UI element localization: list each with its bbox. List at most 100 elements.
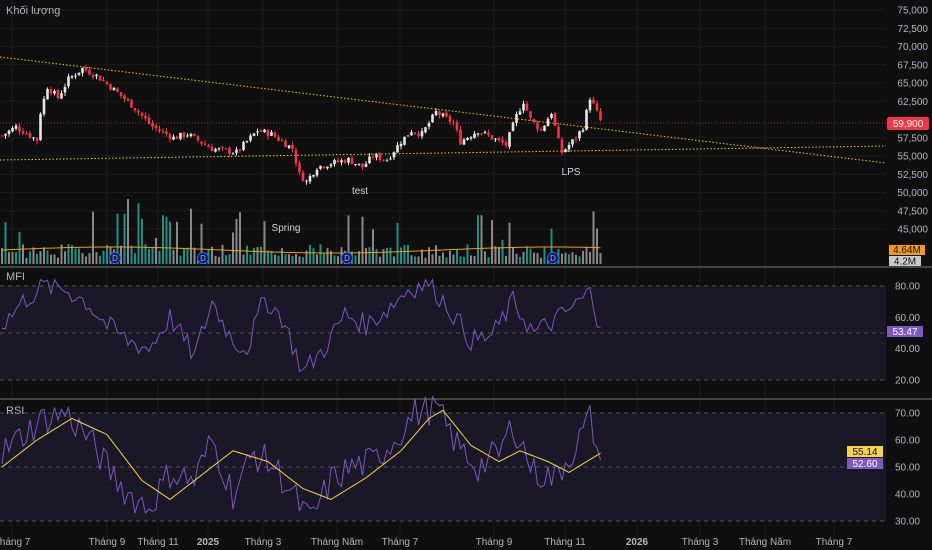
candle-body <box>329 164 333 167</box>
time-tick-label: Tháng 9 <box>89 537 126 548</box>
volume-bar <box>302 257 304 264</box>
candle-body <box>375 154 378 158</box>
price-axis[interactable]: 75,000 72,500 70,000 67,500 65,000 62,500 57,5… <box>897 6 928 236</box>
rsi-title: RSI <box>6 405 24 417</box>
dividend-letter: D <box>344 254 350 263</box>
candle-body <box>539 129 543 131</box>
rsi-tick-label: 30.00 <box>895 517 920 528</box>
volume-bar <box>253 247 255 264</box>
volume-bar <box>148 248 150 264</box>
candle-body <box>273 132 277 137</box>
volume-bar <box>123 213 126 264</box>
candle-body <box>46 89 49 100</box>
annotation-test: test <box>352 186 368 197</box>
volume-bar <box>424 257 427 264</box>
volume-bar <box>116 213 119 264</box>
volume-bar <box>78 248 80 264</box>
mfi-axis[interactable]: 80.00 60.00 40.00 20.00 <box>0 282 920 387</box>
volume-bar <box>267 250 269 264</box>
volume-bar <box>260 246 262 264</box>
volume-bar <box>354 255 357 264</box>
candle-body <box>315 169 319 176</box>
volume-bar <box>235 218 238 264</box>
candle-body <box>67 76 70 87</box>
candle-body <box>326 166 329 169</box>
volume-bar <box>53 254 56 264</box>
candle-body <box>294 150 298 164</box>
dividend-icon[interactable] <box>341 252 353 264</box>
volume-bar <box>337 256 339 264</box>
candle-body <box>448 116 452 122</box>
volume-bar <box>347 215 350 264</box>
last-price-label: 59,900 <box>893 119 924 130</box>
candle-body <box>158 129 161 131</box>
dividend-icon[interactable] <box>109 252 121 264</box>
candle-body <box>322 166 326 168</box>
volume-bar <box>74 248 77 264</box>
candle-body <box>522 103 525 111</box>
candle-body <box>168 134 172 139</box>
volume-bar <box>491 220 493 264</box>
candle-body <box>361 163 364 168</box>
time-tick-label: 2026 <box>626 537 649 548</box>
volume-bar <box>36 253 38 264</box>
candle-body <box>196 136 200 141</box>
candle-body <box>235 149 238 154</box>
volume-bar <box>225 255 227 264</box>
candle-body <box>109 84 112 90</box>
volume-bar <box>39 251 42 264</box>
candle-body <box>434 111 438 116</box>
candle-body <box>301 172 305 182</box>
candle-body <box>280 140 284 142</box>
volume-bar <box>459 256 462 264</box>
candle-body <box>252 133 256 136</box>
volume-bar <box>442 252 444 264</box>
volume-bar <box>526 246 528 264</box>
candle-body <box>312 175 315 177</box>
candle-body <box>497 137 501 140</box>
candle-body <box>553 113 557 126</box>
price-tick-label: 55,000 <box>897 152 928 163</box>
volume-bar <box>172 249 175 264</box>
candle-body <box>469 137 473 139</box>
volume-bar <box>480 215 483 264</box>
last-price-badge <box>887 117 929 130</box>
price-tick-label: 65,000 <box>897 79 928 90</box>
dividend-icon[interactable] <box>197 252 209 264</box>
volume-bar <box>379 256 381 264</box>
volume-bar <box>179 255 182 264</box>
price-tick-label: 70,000 <box>897 42 928 53</box>
volume-bar <box>382 249 385 264</box>
volume-bar <box>193 247 196 264</box>
rsi-tick-label: 60.00 <box>895 436 920 447</box>
price-tick-label: 50,000 <box>897 188 928 199</box>
volume-bar <box>151 247 154 264</box>
candle-body <box>165 131 168 135</box>
candle-body <box>123 95 126 100</box>
candle-body <box>126 98 130 101</box>
volume-bar <box>218 257 220 264</box>
candle-body <box>550 113 553 118</box>
time-axis[interactable]: Tháng 7 Tháng 9 Tháng 11 2025 Tháng 3 Tháng N… <box>0 537 853 548</box>
volume-bar <box>599 252 602 264</box>
volume-bar <box>50 254 52 264</box>
rsi-axis[interactable]: 70.00 60.00 50.00 40.00 30.00 <box>0 409 920 528</box>
candle-body <box>504 141 508 146</box>
candle-body <box>11 127 14 132</box>
dividend-icon[interactable] <box>547 252 559 264</box>
candle-body <box>287 145 291 148</box>
mfi-tick-label: 80.00 <box>895 282 920 293</box>
candle-body <box>210 146 214 152</box>
candle-body <box>427 123 431 127</box>
volume-bar <box>407 244 409 264</box>
candle-body <box>340 160 343 163</box>
volume-bar <box>92 211 94 264</box>
candle-body <box>385 160 389 162</box>
volume-bar <box>71 245 73 264</box>
time-tick-label: Tháng 7 <box>816 537 853 548</box>
volume-bar <box>305 250 308 264</box>
volume-bar <box>375 249 378 264</box>
candle-body <box>420 131 424 137</box>
dividend-letter: D <box>200 254 206 263</box>
